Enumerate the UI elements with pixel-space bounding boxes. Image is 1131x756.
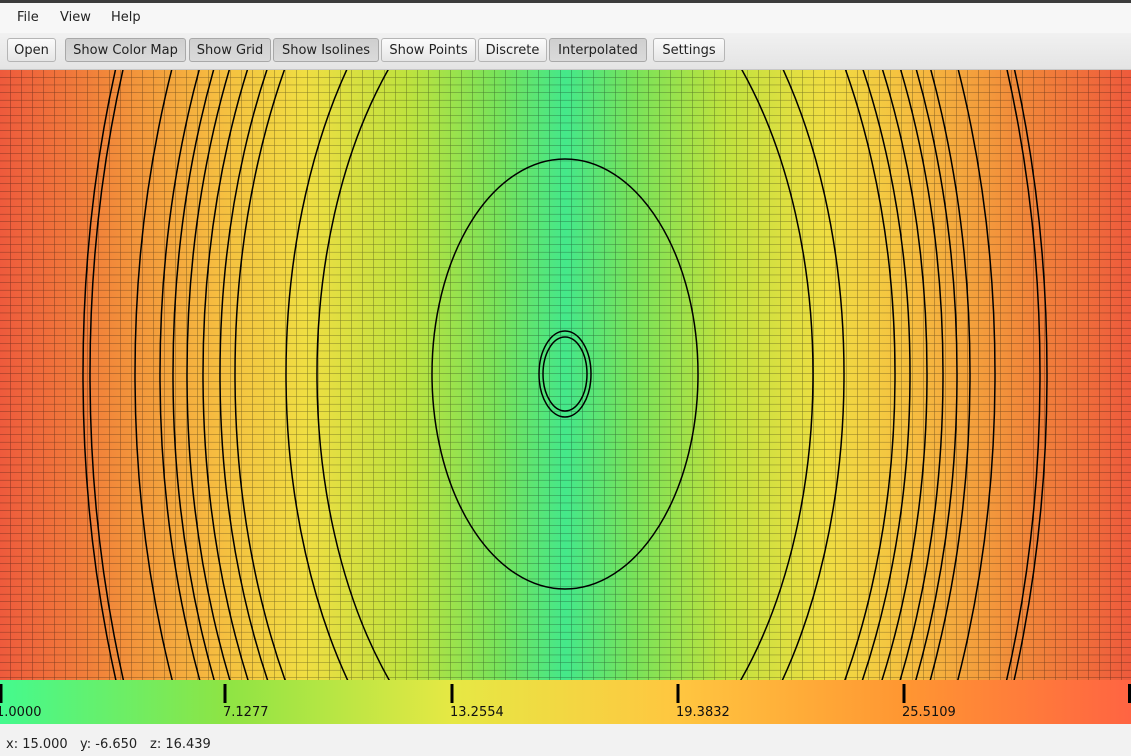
isoline xyxy=(285,70,845,680)
toolbar-button[interactable]: Interpolated xyxy=(549,38,647,62)
status-z: z: 16.439 xyxy=(150,737,211,752)
menu-item[interactable]: View xyxy=(60,10,91,25)
isoline xyxy=(234,70,896,680)
color-bar-tick xyxy=(450,684,454,703)
status-y: y: -6.650 xyxy=(80,737,138,752)
color-bar-tick xyxy=(223,684,227,703)
color-bar-label: 19.3832 xyxy=(676,705,730,720)
toolbar-button[interactable]: Open xyxy=(7,38,56,62)
isoline xyxy=(82,70,1048,680)
isoline xyxy=(316,70,814,680)
isolines xyxy=(82,70,1048,680)
title-edge xyxy=(0,0,1131,3)
color-bar-ticks: 1.0000 7.1277 13.2554 19.3832 25.5109 xyxy=(0,684,1131,720)
color-bar-tick xyxy=(1128,684,1131,703)
isoline xyxy=(538,330,592,418)
isoline xyxy=(172,70,958,680)
color-bar-tick xyxy=(676,684,680,703)
color-bar-label: 25.5109 xyxy=(902,705,956,720)
isoline xyxy=(542,336,588,412)
plot-area: 1.0000 7.1277 13.2554 19.3832 25.5109 xyxy=(0,70,1131,724)
color-bar-label: 13.2554 xyxy=(450,705,504,720)
isoline xyxy=(431,158,699,590)
menu-bar: File View Help xyxy=(0,3,1131,33)
toolbar-button[interactable]: Discrete xyxy=(478,38,547,62)
toolbar-button[interactable]: Show Points xyxy=(381,38,476,62)
toolbar-button[interactable]: Show Grid xyxy=(189,38,271,62)
toolbar-button[interactable]: Show Color Map xyxy=(65,38,186,62)
color-bar-label: 7.1277 xyxy=(223,705,269,720)
toolbar-button[interactable]: Settings xyxy=(653,38,725,62)
color-bar-tick xyxy=(902,684,906,703)
isoline xyxy=(219,70,911,680)
toolbar: Open Show Color Map Show Grid Show Isolines… xyxy=(0,33,1131,70)
menu-item[interactable]: Help xyxy=(111,10,141,25)
color-bar-tick xyxy=(0,684,3,703)
isoline xyxy=(202,70,928,680)
color-bar xyxy=(0,680,1131,724)
toolbar-button[interactable]: Show Isolines xyxy=(273,38,379,62)
isoline xyxy=(134,70,996,680)
color-bar-label: 1.0000 xyxy=(0,705,42,720)
status-bar: x: 15.000 y: -6.650 z: 16.439 xyxy=(0,724,1131,756)
menu-item[interactable]: File xyxy=(17,10,39,25)
isoline xyxy=(186,70,944,680)
status-x: x: 15.000 xyxy=(6,737,68,752)
isoline xyxy=(159,70,971,680)
isoline xyxy=(89,70,1041,680)
